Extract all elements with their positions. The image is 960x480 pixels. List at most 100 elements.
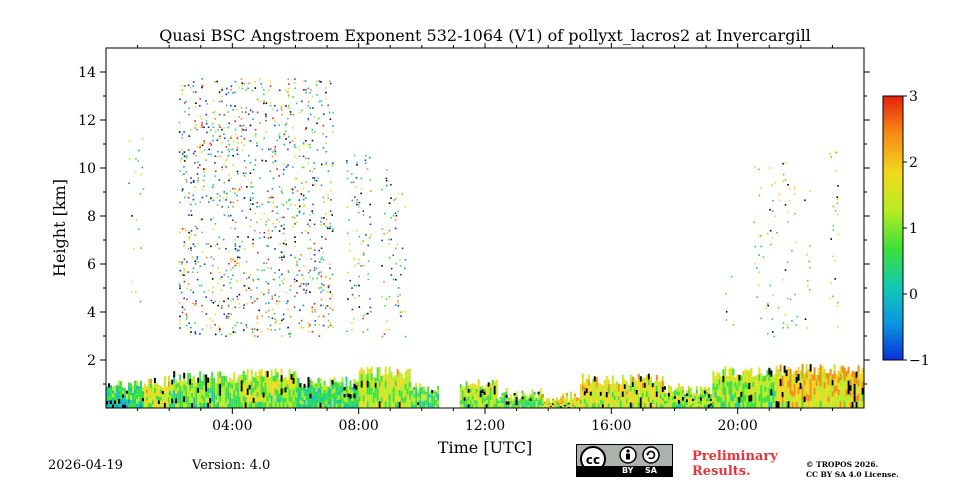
boundary-layer-cell-11 [691, 394, 694, 397]
boundary-layer-cell-13 [833, 364, 836, 372]
boundary-layer-cell-11 [689, 404, 692, 408]
boundary-layer-cell-9 [541, 401, 544, 404]
scatter-pixel-1 [307, 247, 310, 250]
boundary-layer-cell-13 [825, 384, 828, 391]
scatter-pixel-1 [259, 122, 261, 124]
boundary-layer-cell-10 [643, 392, 646, 398]
boundary-layer-cell-12 [748, 370, 751, 377]
scatter-pixel-1 [212, 126, 215, 129]
boundary-layer-cell-3 [272, 402, 275, 408]
scatter-pixel-1 [287, 117, 289, 120]
boundary-layer-cell-10 [641, 377, 644, 383]
boundary-layer-cell-5 [364, 396, 367, 403]
boundary-layer-cell-12 [726, 386, 729, 392]
scatter-pixel-1 [187, 149, 190, 151]
boundary-layer-cell-5 [376, 380, 379, 388]
boundary-layer-cell-13 [777, 401, 780, 408]
boundary-layer-cell-13 [789, 388, 792, 395]
boundary-layer-cell-10 [627, 396, 630, 401]
boundary-layer-cell-7 [475, 385, 478, 389]
boundary-layer-cell-13 [829, 388, 832, 395]
scatter-pixel-5 [784, 179, 787, 182]
scatter-pixel-1 [325, 150, 328, 153]
boundary-layer-cell-2 [187, 384, 190, 391]
scatter-pixel-1 [252, 245, 254, 248]
boundary-layer-cell-13 [847, 366, 850, 374]
scatter-pixel-1 [298, 149, 301, 151]
boundary-layer-cell-6 [435, 402, 438, 406]
scatter-pixel-1 [280, 105, 283, 107]
scatter-pixel-1 [227, 111, 229, 113]
boundary-layer-cell-8 [501, 400, 504, 403]
boundary-layer-cell-4 [303, 391, 306, 396]
scatter-pixel-1 [183, 258, 186, 261]
scatter-pixel-1 [251, 328, 254, 330]
boundary-layer-cell-13 [839, 380, 842, 388]
scatter-pixel-1 [183, 241, 186, 243]
boundary-layer-cell-13 [827, 384, 830, 391]
boundary-layer-cell-0 [114, 396, 116, 401]
boundary-layer-cell-5 [370, 373, 373, 381]
scatter-pixel-1 [219, 271, 221, 274]
boundary-layer-cell-1 [147, 403, 150, 408]
scatter-pixel-1 [301, 182, 303, 184]
scatter-pixel-1 [307, 322, 310, 325]
boundary-layer-cell-12 [774, 396, 777, 403]
boundary-layer-cell-4 [349, 384, 352, 390]
scatter-pixel-1 [201, 78, 203, 80]
scatter-pixel-2 [369, 298, 371, 300]
boundary-layer-cell-0 [124, 394, 126, 399]
boundary-layer-cell-5 [360, 380, 363, 388]
boundary-layer-cell-8 [507, 399, 510, 402]
boundary-layer-cell-13 [843, 394, 846, 402]
scatter-pixel-1 [220, 307, 223, 309]
boundary-layer-cell-6 [437, 400, 440, 405]
boundary-layer-cell-9 [571, 406, 574, 408]
scatter-pixel-1 [256, 144, 258, 147]
scatter-pixel-5 [777, 306, 780, 309]
scatter-pixel-1 [280, 107, 283, 109]
scatter-pixel-4 [732, 324, 735, 326]
boundary-layer-cell-2 [173, 377, 176, 384]
boundary-layer-cell-7 [463, 400, 466, 405]
boundary-layer-cell-13 [851, 377, 854, 384]
boundary-layer-cell-3 [248, 384, 251, 390]
boundary-layer-cell-0 [132, 389, 134, 393]
boundary-layer-cell-13 [849, 385, 852, 391]
boundary-layer-cell-7 [465, 381, 468, 386]
boundary-layer-cell-4 [339, 386, 342, 391]
boundary-layer-cell-13 [785, 376, 788, 383]
boundary-layer-cell-12 [750, 367, 753, 375]
scatter-pixel-1 [230, 299, 233, 302]
scatter-pixel-1 [194, 162, 196, 164]
boundary-layer-cell-10 [593, 402, 596, 408]
boundary-layer-cell-9 [543, 405, 546, 407]
boundary-layer-cell-10 [583, 395, 586, 400]
boundary-layer-cell-3 [282, 403, 285, 408]
boundary-layer-cell-4 [349, 394, 352, 399]
boundary-layer-cell-13 [815, 374, 818, 381]
scatter-pixel-1 [190, 230, 193, 232]
boundary-layer-cell-13 [825, 373, 828, 379]
boundary-layer-cell-10 [605, 392, 608, 398]
scatter-pixel-1 [185, 100, 187, 103]
boundary-layer-cell-6 [421, 386, 424, 391]
boundary-layer-cell-3 [252, 392, 255, 398]
scatter-pixel-5 [756, 267, 758, 269]
scatter-pixel-1 [194, 332, 197, 335]
boundary-layer-cell-0 [140, 398, 142, 404]
scatter-pixel-1 [302, 326, 305, 329]
scatter-pixel-1 [201, 328, 204, 331]
boundary-layer-cell-7 [477, 398, 480, 404]
boundary-layer-cell-3 [266, 383, 269, 390]
boundary-layer-cell-3 [290, 379, 293, 386]
boundary-layer-cell-1 [147, 388, 150, 394]
boundary-layer-cell-2 [201, 403, 204, 408]
boundary-layer-cell-0 [138, 404, 140, 408]
scatter-pixel-1 [221, 151, 223, 153]
boundary-layer-cell-10 [611, 397, 614, 403]
scatter-pixel-5 [760, 187, 762, 189]
chart-title: Quasi BSC Angstroem Exponent 532-1064 (V… [159, 26, 811, 45]
boundary-layer-cell-2 [171, 398, 174, 404]
scatter-pixel-7 [836, 198, 839, 201]
